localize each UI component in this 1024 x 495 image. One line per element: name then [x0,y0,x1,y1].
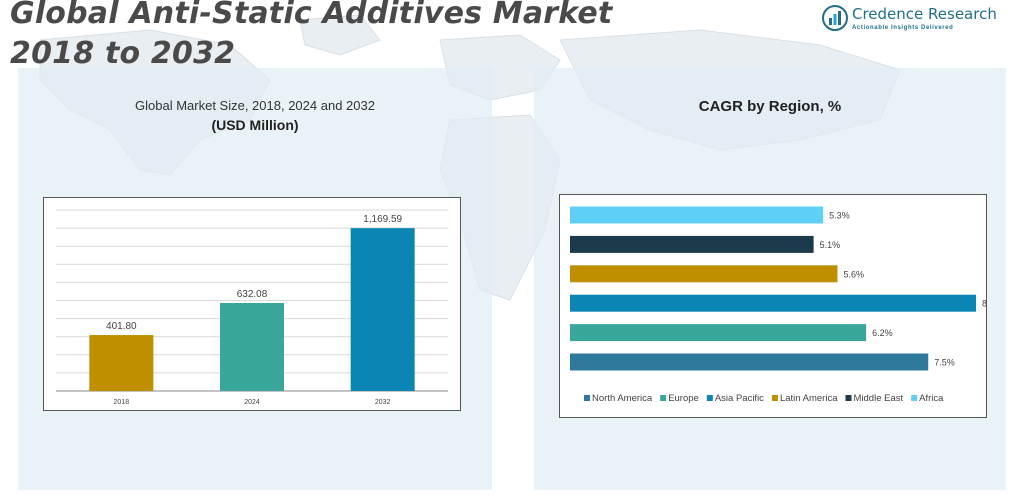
market-size-unit: (USD Million) [211,117,299,133]
page-title: Global Anti-Static Additives Market 2018… [10,0,612,74]
legend-swatch-asia_pacific [706,395,713,401]
legend-item-europe: Europe [660,393,699,404]
legend-swatch-middle_east [845,395,852,401]
x-tick-label-2018: 2018 [114,399,130,406]
hbar-value-label-north_america: 7.5% [934,358,955,368]
bar-2018 [89,335,154,391]
legend-item-latin_america: Latin America [771,393,838,404]
bar-value-label-2018: 401.80 [106,321,137,332]
hbar-europe [570,324,867,342]
legend-label-africa: Africa [919,393,944,404]
hbar-north_america [570,353,929,371]
cagr-chart-title: CAGR by Region, % [698,98,842,115]
legend-swatch-latin_america [771,395,778,401]
bar-2032 [350,228,415,391]
hbar-value-label-europe: 6.2% [872,328,893,338]
title-line-2: 2018 to 2032 [10,36,236,71]
legend-label-europe: Europe [668,393,699,404]
legend-label-asia_pacific: Asia Pacific [715,393,764,404]
cagr-region-panel: CAGR by Region, % 7.5% 6.2% 8.5% 5.6% 5.1% 5.… [534,68,1006,490]
legend-item-asia_pacific: Asia Pacific [706,393,764,404]
legend-swatch-north_america [584,395,590,401]
brand-name: Credence Research [852,5,997,23]
hbar-value-label-africa: 5.3% [829,211,850,221]
legend-label-north_america: North America [592,393,653,404]
market-size-subtitle: Global Market Size, 2018, 2024 and 2032 [135,98,375,113]
legend-swatch-africa [911,395,918,401]
title-line-1: Global Anti-Static Additives Market [10,0,613,31]
market-size-chart-frame: 401.80 2018 632.08 2024 1,169.59 2032 [43,197,461,411]
bar-2024 [220,302,284,391]
x-tick-label-2032: 2032 [375,399,391,406]
bar-value-label-2032: 1,169.59 [363,214,402,225]
legend-swatch-europe [660,395,667,401]
x-tick-label-2024: 2024 [244,399,260,406]
legend-item-north_america: North America [584,393,653,404]
market-size-bar-chart: 401.80 2018 632.08 2024 1,169.59 2032 [56,209,448,406]
cagr-chart-frame: 7.5% 6.2% 8.5% 5.6% 5.1% 5.3% North America Eur… [559,194,1003,418]
hbar-value-label-asia_pacific: 8.5% [982,299,986,309]
credence-logo-icon [822,5,848,31]
market-size-panel: Global Market Size, 2018, 2024 and 2032 … [18,68,492,490]
cagr-horizontal-bar-chart: 7.5% 6.2% 8.5% 5.6% 5.1% 5.3% North America Eur… [570,206,1003,404]
bar-value-label-2024: 632.08 [237,289,268,300]
legend-label-latin_america: Latin America [780,393,838,404]
brand-tagline: Actionable Insights Delivered [852,25,954,31]
hbar-africa [570,206,824,224]
hbar-asia_pacific [570,294,976,312]
brand-logo: Credence Research Actionable Insights De… [822,3,997,37]
hbar-middle_east [570,235,814,253]
hbar-value-label-latin_america: 5.6% [843,269,864,279]
legend-item-middle_east: Middle East [845,393,904,404]
hbar-value-label-middle_east: 5.1% [820,240,841,250]
legend-item-africa: Africa [911,393,944,404]
legend-label-middle_east: Middle East [854,393,904,404]
hbar-latin_america [570,265,838,283]
